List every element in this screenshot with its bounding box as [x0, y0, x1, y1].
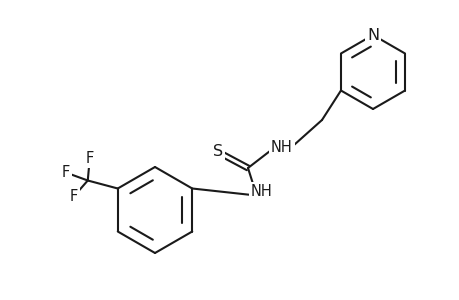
Text: N: N	[366, 28, 378, 43]
Text: F: F	[69, 189, 78, 204]
Text: NH: NH	[270, 140, 292, 155]
Text: F: F	[85, 151, 94, 166]
Text: NH: NH	[251, 184, 272, 200]
Text: F: F	[62, 165, 70, 180]
Text: S: S	[213, 145, 223, 160]
